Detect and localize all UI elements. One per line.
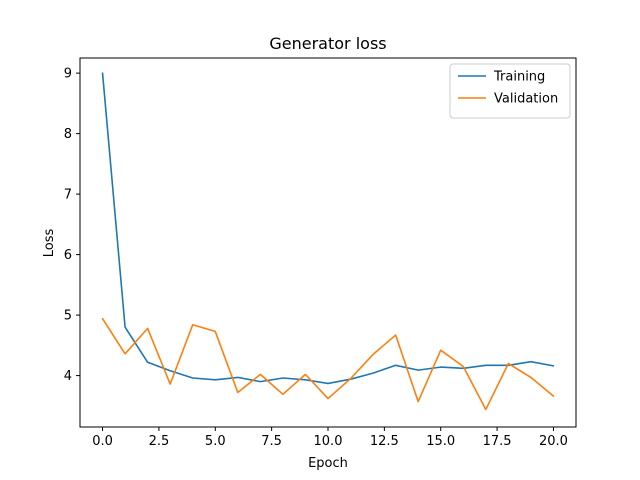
y-tick-label: 7: [64, 188, 72, 203]
x-tick-label: 7.5: [261, 434, 282, 449]
x-tick-label: 17.5: [483, 434, 512, 449]
y-axis: 4 5 6 7 8 9: [64, 67, 80, 384]
legend-label: Validation: [494, 92, 558, 107]
y-tick-label: 4: [64, 369, 72, 384]
legend-label: Training: [493, 70, 545, 85]
y-tick-label: 9: [64, 67, 72, 82]
x-tick-label: 10.0: [314, 434, 343, 449]
x-tick-label: 0.0: [92, 434, 113, 449]
x-tick-label: 20.0: [539, 434, 568, 449]
legend-box: [449, 63, 571, 119]
y-tick-label: 6: [64, 248, 72, 263]
x-tick-label: 2.5: [149, 434, 170, 449]
chart-title: Generator loss: [269, 34, 386, 53]
y-tick-label: 5: [64, 309, 72, 324]
series-layer: [101, 72, 555, 411]
series-line-validation: [101, 317, 555, 411]
x-axis-label: Epoch: [308, 456, 348, 471]
x-tick-label: 12.5: [370, 434, 399, 449]
x-tick-label: 15.0: [426, 434, 455, 449]
x-tick-label: 5.0: [205, 434, 226, 449]
y-tick-label: 8: [64, 127, 72, 142]
legend: Training Validation: [449, 63, 571, 119]
x-axis: 0.0 2.5 5.0 7.5 10.0 12.5 15.0 17.5 20.0: [92, 427, 568, 449]
series-line-training: [101, 72, 555, 385]
y-axis-label: Loss: [42, 229, 57, 258]
